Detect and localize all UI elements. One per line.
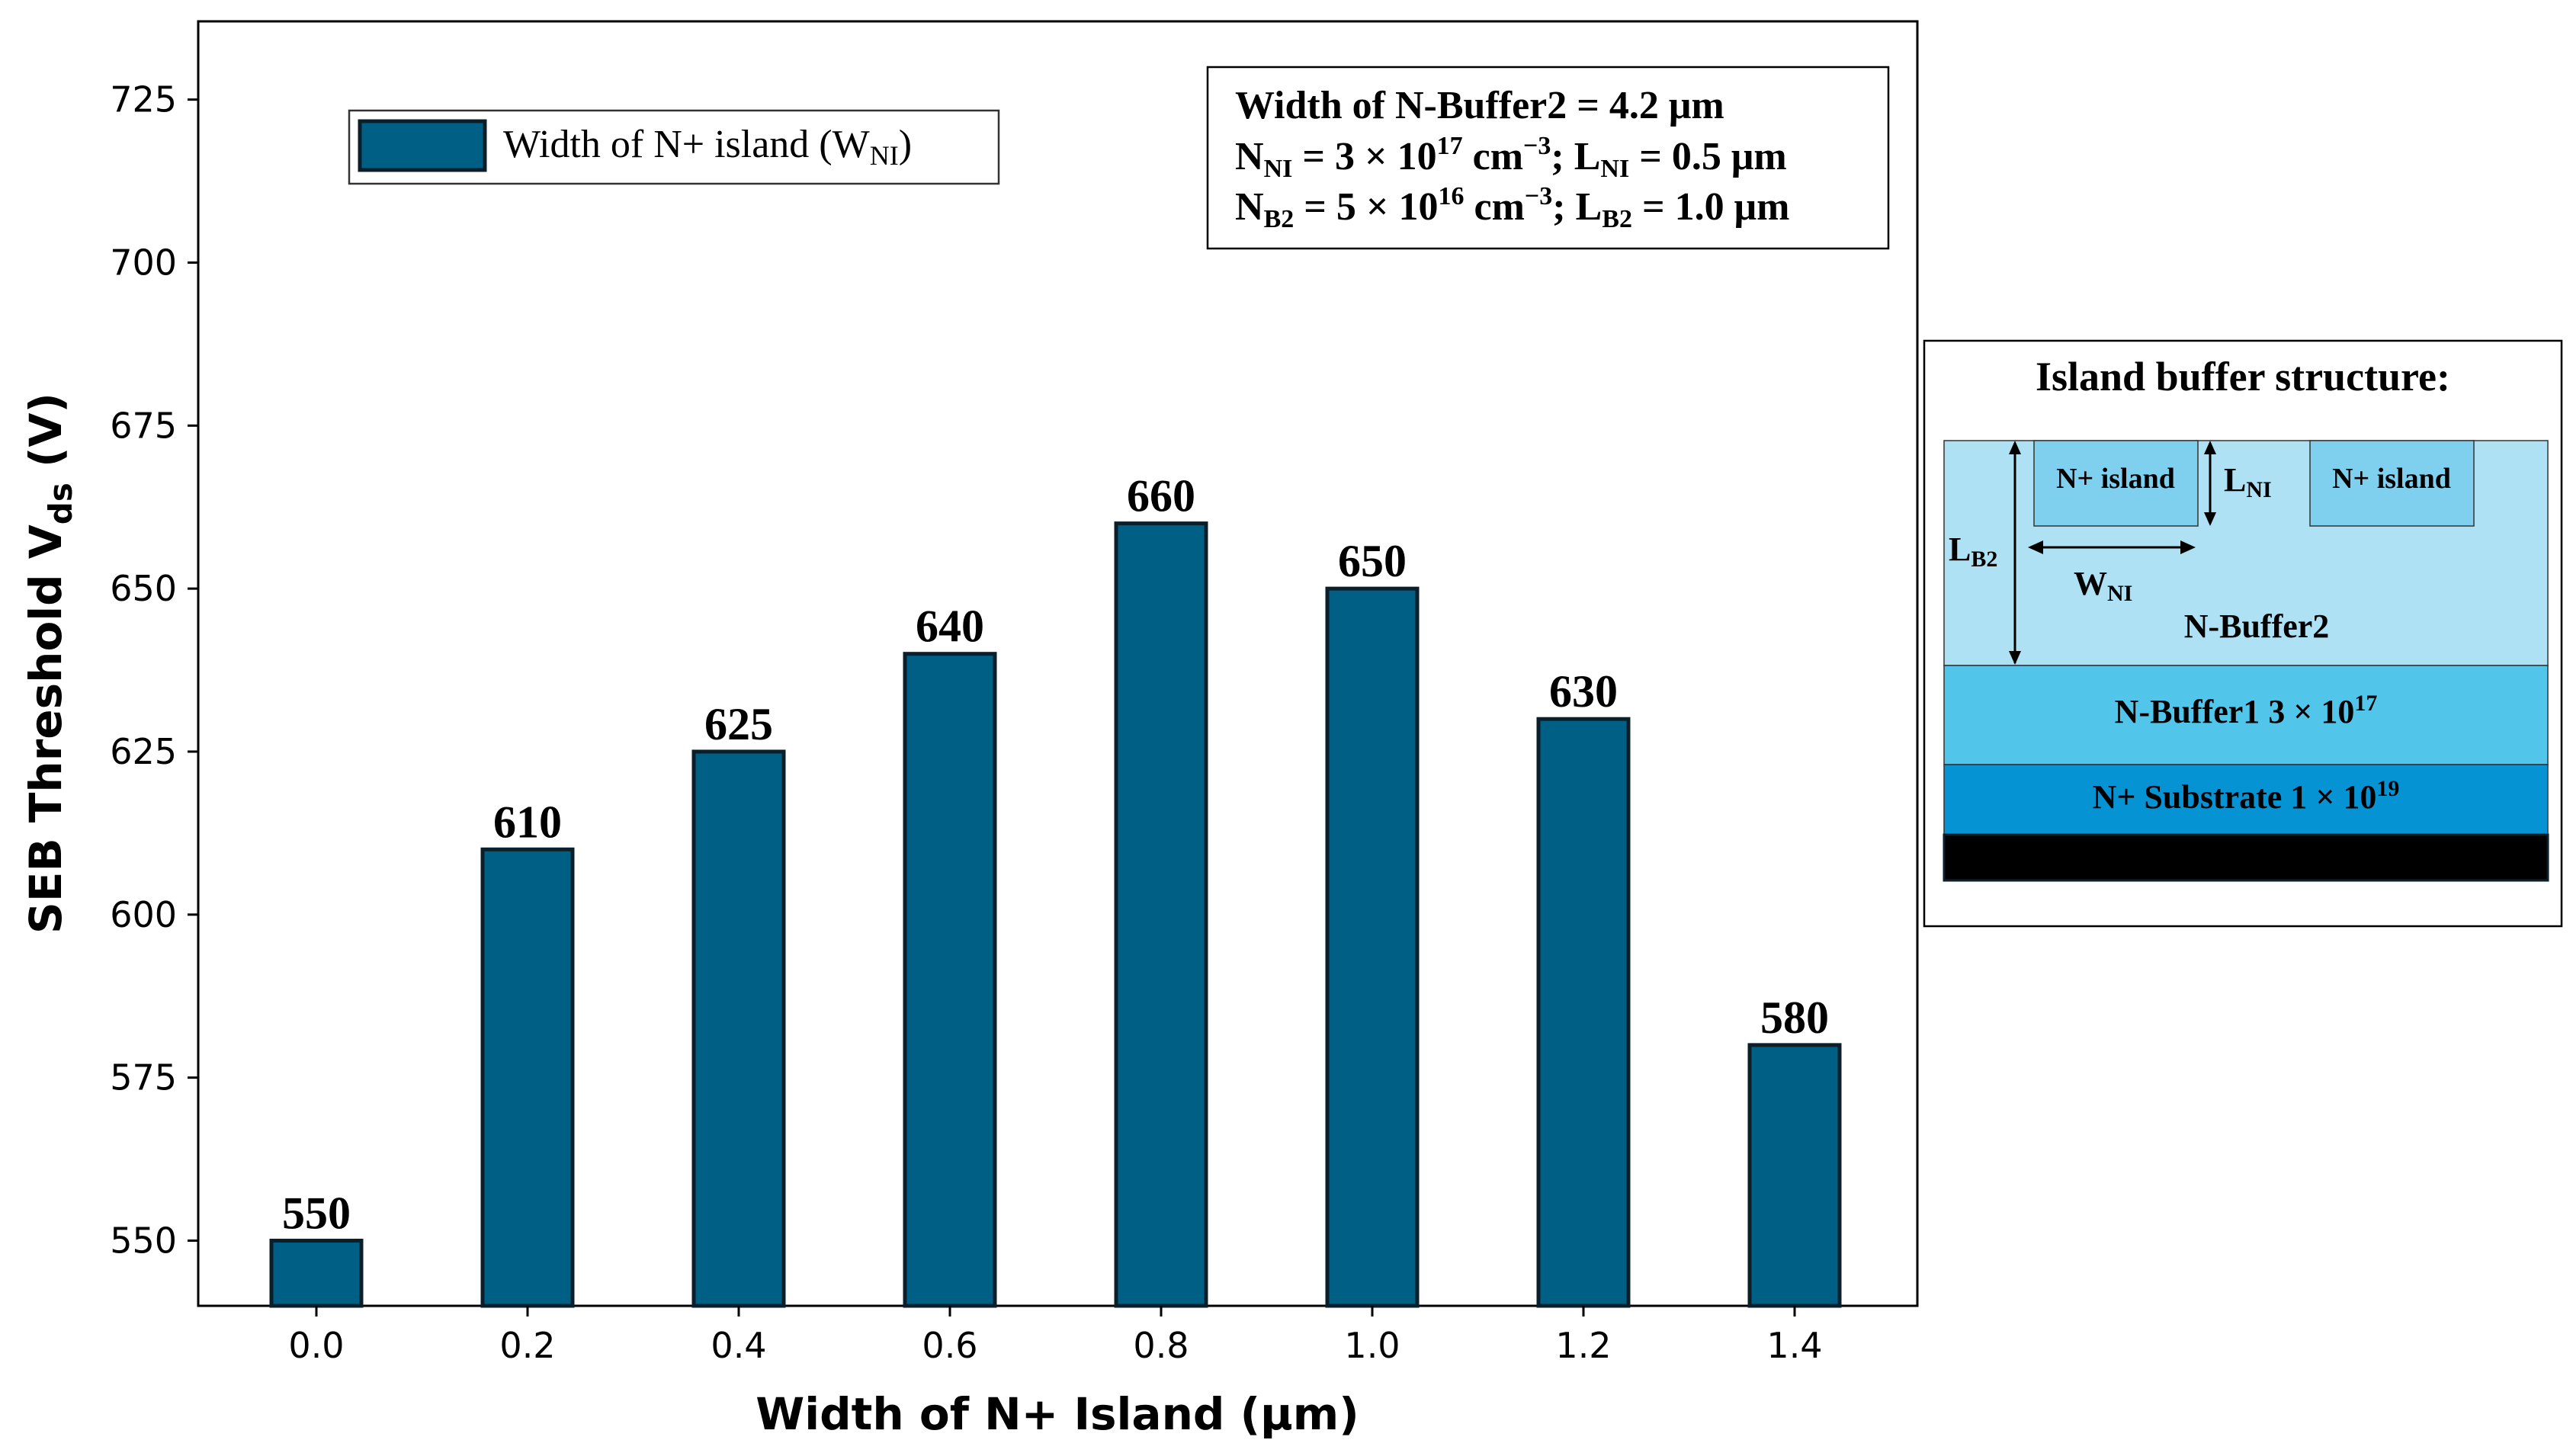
- n-island-left: [2033, 440, 2199, 527]
- n-island-right-label: N+ island: [2332, 463, 2451, 495]
- x-tick-label: 1.4: [1766, 1325, 1822, 1366]
- y-tick-label: 675: [110, 405, 177, 446]
- y-tick-label: 600: [110, 894, 177, 935]
- lb2-label: LB2: [1949, 531, 1997, 572]
- bar: [1114, 521, 1208, 1308]
- y-tick-label: 650: [110, 568, 177, 609]
- annotation-frame: [1206, 66, 1890, 250]
- lni-arrow-head-top: [2204, 441, 2216, 454]
- bar-series: [269, 521, 1842, 1308]
- y-axis-label-unit: (V): [20, 393, 72, 483]
- annotation-line-1: Width of N-Buffer2 = 4.2 μm: [1235, 84, 1724, 127]
- x-tick-label: 0.0: [288, 1325, 344, 1366]
- lb2-arrow-head-bottom: [2009, 651, 2021, 665]
- bar-data-labels: 550 610 625 640 660 650 630 580: [282, 471, 1829, 1239]
- bar-value-label: 610: [493, 797, 562, 847]
- bar: [1747, 1043, 1842, 1308]
- n-substrate-layer: [1943, 764, 2549, 835]
- parameters-annotation: Width of N-Buffer2 = 4.2 μm NNI = 3 × 10…: [1206, 66, 1890, 250]
- n-substrate-label: N+ Substrate 1 × 1019: [2093, 776, 2400, 816]
- lb2-arrow-head-top: [2009, 441, 2021, 454]
- x-tick-label: 1.0: [1344, 1325, 1400, 1366]
- x-tick-label: 0.8: [1133, 1325, 1189, 1366]
- annotation-line-2: NNI = 3 × 1017 cm−3; LNI = 0.5 μm: [1235, 132, 1787, 183]
- bar-value-label: 625: [704, 699, 773, 749]
- legend-swatch: [358, 119, 487, 172]
- island-buffer-structure-inset: Island buffer structure: N+ island N+ is…: [1923, 339, 2563, 928]
- bar-value-label: 640: [916, 601, 984, 652]
- legend: Width of N+ island (WNI): [348, 109, 1000, 185]
- n-buffer1-label: N-Buffer1 3 × 1017: [2115, 691, 2378, 730]
- y-tick-label: 550: [110, 1220, 177, 1261]
- bar-chart: 550 610 625 640 660 650 630 580 550 575 600 625 650…: [20, 20, 1919, 1440]
- bar-value-label: 580: [1760, 993, 1829, 1043]
- y-tick-label: 700: [110, 242, 177, 283]
- wni-arrow-head-right: [2180, 540, 2196, 554]
- y-axis: 550 575 600 625 650 675 700 725: [110, 79, 198, 1261]
- bar: [480, 847, 575, 1308]
- y-tick-label: 625: [110, 731, 177, 772]
- bar-value-label: 550: [282, 1188, 351, 1238]
- y-axis-label: SEB Threshold Vds (V): [20, 393, 79, 934]
- bar: [691, 749, 786, 1308]
- bar: [1325, 586, 1420, 1308]
- x-axis: 0.0 0.2 0.4 0.6 0.8 1.0 1.2 1.4: [288, 1306, 1823, 1366]
- bar: [903, 652, 997, 1308]
- bar: [269, 1238, 364, 1308]
- bar-value-label: 660: [1127, 471, 1195, 521]
- back-contact-layer: [1943, 833, 2549, 882]
- inset-title: Island buffer structure:: [2036, 354, 2450, 399]
- x-tick-label: 0.4: [711, 1325, 766, 1366]
- legend-label: Width of N+ island (WNI): [503, 123, 912, 171]
- y-axis-label-subscript: ds: [42, 483, 79, 524]
- y-tick-label: 575: [110, 1057, 177, 1098]
- bar: [1536, 717, 1631, 1308]
- y-tick-label: 725: [110, 79, 177, 120]
- lni-arrow-head-bottom: [2204, 512, 2216, 526]
- bar-value-label: 650: [1338, 536, 1407, 586]
- plot-area-frame: [197, 20, 1919, 1307]
- lni-label: LNI: [2224, 461, 2272, 502]
- n-island-left-label: N+ island: [2056, 463, 2175, 495]
- n-buffer1-layer: [1943, 665, 2549, 765]
- x-tick-label: 0.2: [499, 1325, 555, 1366]
- wni-label: WNI: [2074, 565, 2132, 606]
- annotation-line-3: NB2 = 5 × 1016 cm−3; LB2 = 1.0 μm: [1235, 182, 1789, 233]
- x-axis-label: Width of N+ Island (μm): [756, 1388, 1359, 1440]
- wni-arrow-head-left: [2028, 540, 2043, 554]
- bar-value-label: 630: [1549, 666, 1618, 717]
- n-buffer2-label: N-Buffer2: [2184, 608, 2330, 645]
- x-tick-label: 1.2: [1555, 1325, 1611, 1366]
- x-tick-label: 0.6: [922, 1325, 977, 1366]
- n-island-right: [2309, 440, 2475, 527]
